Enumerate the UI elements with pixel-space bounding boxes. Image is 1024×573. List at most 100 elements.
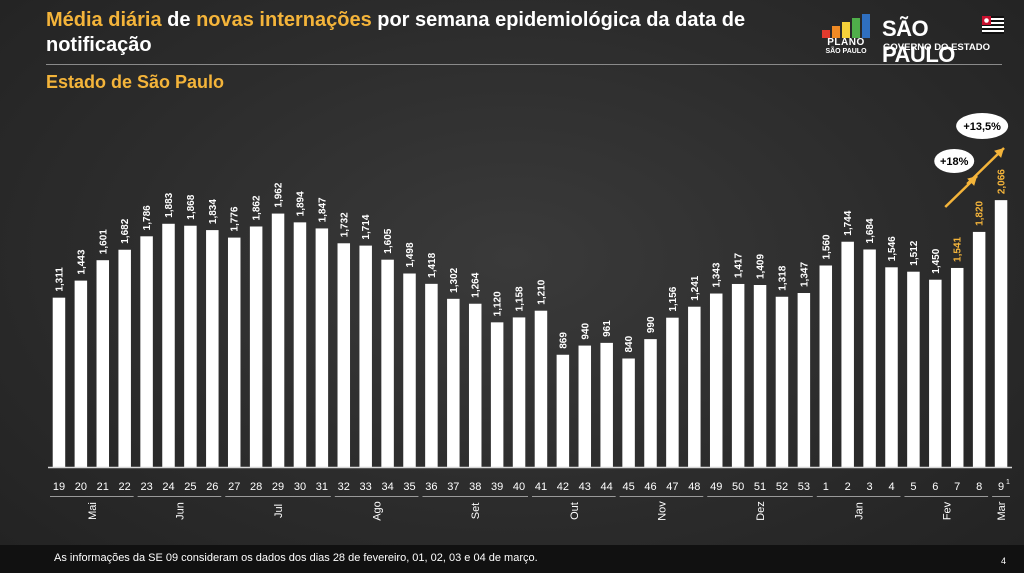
- bar-26: [206, 230, 219, 467]
- plano-sao-paulo-logo: PLANO SÃO PAULO: [820, 14, 872, 58]
- growth-label-1: +18%: [940, 156, 969, 168]
- bar-chart: 1,311 1,443 1,601 1,682 1,786 1,883 1,868 1,834…: [48, 113, 1012, 521]
- bar-1: [819, 265, 833, 467]
- bar-42: [556, 354, 570, 467]
- month-label-Out: Out: [569, 502, 581, 520]
- bar-34: [381, 259, 394, 467]
- tick-label-3: 3: [867, 481, 873, 493]
- month-label-Dez: Dez: [755, 501, 767, 521]
- bar-20: [74, 280, 88, 467]
- tick-label-21: 21: [97, 481, 109, 493]
- bar-40: [512, 317, 526, 467]
- data-label-27: 1,776: [230, 206, 241, 231]
- data-label-29: 1,962: [274, 182, 285, 207]
- sp-logo-line2: GOVERNO DO ESTADO: [883, 42, 990, 53]
- data-label-31: 1,847: [317, 197, 328, 222]
- bar-21: [96, 260, 110, 467]
- data-label-21: 1,601: [98, 229, 109, 254]
- growth-arrowhead-2: [994, 148, 1005, 158]
- tick-label-49: 49: [710, 481, 722, 493]
- tick-label-1: 1: [823, 481, 829, 493]
- month-label-Mar: Mar: [996, 501, 1008, 520]
- bar-2: [841, 241, 854, 467]
- growth-arrowhead-1: [967, 176, 978, 186]
- bar-8: [972, 231, 986, 467]
- page-number: 4: [1000, 556, 1006, 566]
- tick-label-25: 25: [184, 481, 196, 493]
- tick-label-38: 38: [469, 481, 481, 493]
- footer-bar: As informações da SE 09 consideram os da…: [0, 545, 1024, 573]
- tick-label-33: 33: [360, 481, 372, 493]
- tick-label-41: 41: [535, 481, 547, 493]
- bar-32: [337, 243, 351, 467]
- bar-52: [775, 296, 789, 467]
- bar-38: [468, 303, 482, 467]
- data-label-20: 1,443: [76, 249, 87, 274]
- tick-label-37: 37: [447, 481, 459, 493]
- title-highlight-1: Média diária: [46, 9, 162, 31]
- data-label-8: 1,820: [975, 200, 986, 225]
- growth-bubble-2: [956, 113, 1009, 139]
- data-label-53: 1,347: [799, 262, 810, 287]
- bar-49: [709, 293, 723, 467]
- tick-label-30: 30: [294, 481, 306, 493]
- month-label-Jun: Jun: [174, 502, 186, 520]
- bar-5: [907, 271, 920, 467]
- plano-logo-line2: SÃO PAULO: [825, 48, 867, 55]
- data-label-3: 1,684: [865, 218, 876, 243]
- data-label-36: 1,418: [427, 252, 438, 277]
- bar-28: [249, 226, 263, 467]
- plano-logo-line1: PLANO: [827, 37, 865, 48]
- tick-label-4: 4: [888, 481, 894, 493]
- data-label-32: 1,732: [339, 212, 350, 237]
- tick-label-46: 46: [644, 481, 656, 493]
- tick-label-52: 52: [776, 481, 788, 493]
- data-label-51: 1,409: [756, 254, 767, 279]
- sp-logo-line1: SÃO PAULO: [882, 16, 955, 67]
- tick-label-45: 45: [622, 481, 634, 493]
- bar-41: [534, 310, 548, 467]
- data-label-9: 2,066: [997, 169, 1008, 194]
- bar-3: [863, 249, 876, 467]
- bar-48: [688, 306, 701, 467]
- bar-31: [315, 228, 329, 467]
- month-label-Jan: Jan: [854, 502, 866, 520]
- tick-label-35: 35: [403, 481, 415, 493]
- data-label-46: 990: [646, 316, 657, 333]
- data-label-38: 1,264: [471, 272, 482, 297]
- tick-label-2: 2: [845, 481, 851, 493]
- data-label-44: 961: [602, 320, 613, 337]
- bar-4: [885, 267, 898, 467]
- tick-label-39: 39: [491, 481, 503, 493]
- title-text-1: de: [161, 9, 197, 31]
- data-label-35: 1,498: [405, 242, 416, 267]
- data-label-26: 1,834: [208, 199, 219, 224]
- tick-label-50: 50: [732, 481, 744, 493]
- bar-30: [293, 222, 307, 467]
- governo-sao-paulo-logo: SÃO PAULO GOVERNO DO ESTADO: [882, 16, 1006, 67]
- bar-44: [600, 342, 613, 467]
- data-label-52: 1,318: [777, 265, 788, 290]
- data-label-6: 1,450: [931, 248, 942, 273]
- tick-label-27: 27: [228, 481, 240, 493]
- tick-label-23: 23: [140, 481, 152, 493]
- bar-43: [578, 345, 592, 467]
- bar-50: [731, 283, 745, 467]
- tick-label-53: 53: [798, 481, 810, 493]
- data-label-1: 1,560: [821, 234, 832, 259]
- bar-51: [753, 285, 767, 467]
- data-label-4: 1,546: [887, 236, 898, 261]
- bar-25: [184, 225, 197, 467]
- data-label-37: 1,302: [449, 267, 460, 292]
- tick-label-9: 9: [998, 481, 1004, 493]
- bar-29: [271, 213, 285, 467]
- bar-22: [118, 249, 131, 467]
- month-label-Jul: Jul: [273, 504, 285, 518]
- data-label-41: 1,210: [536, 279, 547, 304]
- data-label-34: 1,605: [383, 228, 394, 253]
- sp-flag-icon: [982, 16, 1004, 34]
- data-label-2: 1,744: [843, 210, 854, 235]
- month-label-Mai: Mai: [87, 502, 99, 520]
- data-label-49: 1,343: [712, 262, 723, 287]
- tick-label-48: 48: [688, 481, 700, 493]
